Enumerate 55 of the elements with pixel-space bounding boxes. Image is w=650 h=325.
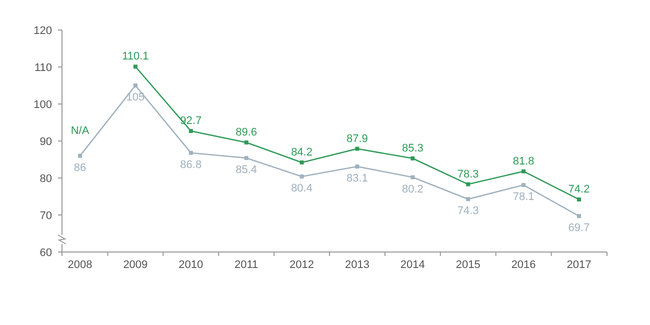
data-label: 105 bbox=[126, 92, 145, 104]
point bbox=[300, 160, 304, 164]
y-tick-label: 120 bbox=[34, 24, 52, 37]
point bbox=[577, 197, 581, 202]
data-label: 80.2 bbox=[402, 183, 424, 196]
y-tick-label: 100 bbox=[34, 98, 52, 111]
point bbox=[188, 129, 193, 134]
point bbox=[410, 156, 415, 160]
text: N/A bbox=[70, 124, 90, 137]
x-tick-label: 2015 bbox=[456, 259, 480, 271]
x-tick-label: 2016 bbox=[511, 259, 536, 271]
data-label: 80.4 bbox=[291, 182, 312, 195]
data-label: 74.2 bbox=[568, 183, 590, 196]
data-label: 87.9 bbox=[346, 132, 368, 145]
point bbox=[522, 183, 526, 188]
x-tick-label: 2010 bbox=[178, 259, 204, 271]
x-tick-label: 2012 bbox=[290, 259, 314, 271]
data-label: 85.4 bbox=[236, 164, 258, 176]
point bbox=[133, 64, 138, 69]
data-label: 86.8 bbox=[180, 158, 202, 171]
y-tick-label: 60 bbox=[40, 246, 52, 259]
point bbox=[410, 175, 415, 180]
point bbox=[355, 146, 360, 151]
data-label: 85.3 bbox=[402, 142, 424, 154]
point bbox=[522, 169, 526, 174]
point bbox=[133, 84, 138, 88]
point bbox=[577, 214, 581, 218]
data-label: 69.7 bbox=[568, 222, 590, 234]
x-tick-label: 2011 bbox=[234, 259, 258, 271]
y-tick-label: 110 bbox=[34, 62, 52, 74]
point bbox=[300, 174, 304, 179]
data-label: 78.3 bbox=[457, 168, 479, 180]
data-label: 86 bbox=[74, 162, 86, 174]
point bbox=[466, 182, 470, 186]
y-tick-label: 70 bbox=[40, 210, 52, 222]
x-tick-label: 2008 bbox=[68, 259, 92, 271]
point bbox=[355, 164, 360, 169]
data-label: 89.6 bbox=[236, 126, 258, 138]
point bbox=[188, 150, 193, 155]
y-tick-label: 90 bbox=[40, 136, 52, 148]
data-label: 81.8 bbox=[512, 155, 534, 168]
point bbox=[78, 154, 82, 158]
point bbox=[244, 156, 248, 160]
x-tick-label: 2013 bbox=[344, 259, 370, 271]
x-tick-label: 2009 bbox=[123, 259, 148, 271]
data-label: 83.1 bbox=[346, 172, 368, 185]
x-tick-label: 2014 bbox=[400, 259, 425, 271]
data-label: 74.3 bbox=[457, 205, 479, 218]
y-tick-label: 80 bbox=[40, 172, 52, 185]
point bbox=[466, 197, 470, 202]
data-label: 110.1 bbox=[122, 50, 149, 63]
data-label: 78.1 bbox=[512, 191, 534, 204]
x-tick-label: 2017 bbox=[566, 259, 592, 271]
data-label: 84.2 bbox=[291, 146, 312, 158]
point bbox=[244, 140, 248, 144]
